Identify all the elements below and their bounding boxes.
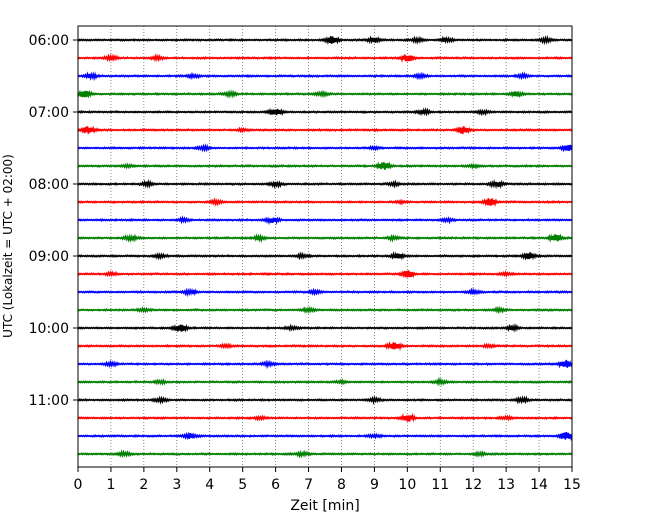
seismogram-trace [77,34,573,46]
seismogram-trace [77,89,573,99]
y-axis-label: UTC (Lokalzeit = UTC + 02:00) [1,154,15,338]
x-tick-label: 11 [431,477,449,493]
x-tick-label: 3 [172,477,181,493]
seismogram-trace [77,197,573,208]
x-tick-label: 10 [398,477,416,493]
x-tick-label: 12 [464,477,482,493]
seismogram-trace [77,125,573,135]
x-tick-label: 9 [370,477,379,493]
seismogram-trace [77,53,573,63]
seismogram-trace [77,395,573,406]
plot-frame [77,25,573,468]
x-tick-label: 2 [139,477,148,493]
seismogram-trace [77,250,573,261]
seismogram-trace [77,233,573,243]
y-tick-label: 07:00 [29,105,69,121]
x-tick-label: 4 [205,477,214,493]
seismogram-trace [77,71,573,82]
seismogram-trace [77,305,573,315]
y-axis-ticks: 06:00 07:00 08:00 09:00 10:00 11:00 [29,33,78,409]
seismogram-trace [77,359,573,370]
seismogram-trace [77,449,573,459]
seismogram-trace [77,269,573,279]
seismogram-trace [77,412,573,423]
seismogram-trace [77,106,573,117]
seismogram-trace [77,179,573,190]
x-axis-label: Zeit [min] [290,498,359,514]
x-tick-label: 5 [238,477,247,493]
seismogram-trace [77,161,573,170]
x-tick-label: 1 [106,477,115,493]
seismogram-trace [77,215,573,226]
x-tick-label: 7 [304,477,313,493]
x-tick-label: 15 [563,477,581,493]
y-tick-label: 06:00 [29,33,69,49]
x-tick-label: 8 [337,477,346,493]
x-tick-label: 6 [271,477,280,493]
x-tick-label: 0 [74,477,83,493]
y-tick-label: 08:00 [29,177,69,193]
seismogram-trace [77,376,573,387]
x-tick-label: 13 [497,477,515,493]
y-tick-label: 11:00 [29,393,69,409]
seismogram-trace [77,287,573,298]
y-tick-label: 10:00 [29,321,69,337]
seismogram-trace [77,323,573,333]
seismogram-traces [77,34,573,459]
seismogram-trace [77,341,573,351]
x-axis-ticks: 0 1 2 3 4 5 6 7 8 9 10 11 12 13 14 15 [74,467,581,493]
y-tick-label: 09:00 [29,249,69,265]
x-tick-label: 14 [530,477,548,493]
seismogram-trace [77,431,573,442]
seismogram-trace [77,143,573,153]
